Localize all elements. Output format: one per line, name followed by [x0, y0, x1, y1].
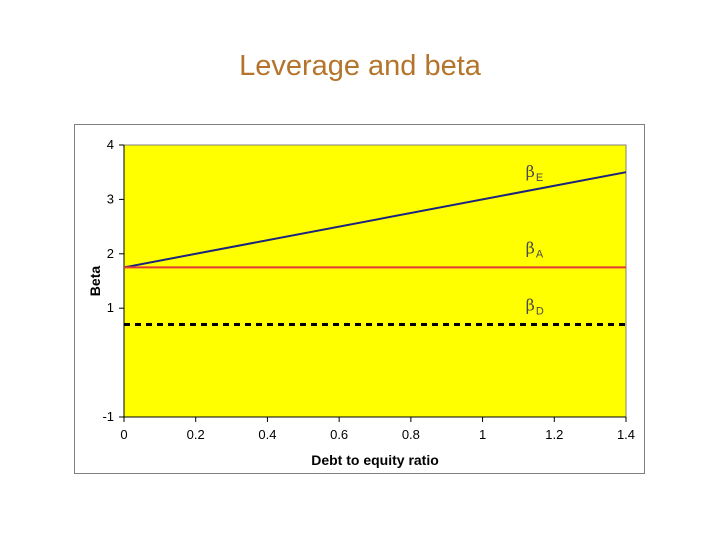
series-label-subscript: D [536, 306, 544, 318]
x-tick-label: 1.2 [545, 427, 563, 442]
slide-title: Leverage and beta [239, 50, 481, 82]
y-tick-label: 2 [107, 246, 114, 261]
x-tick-label: 0.8 [402, 427, 420, 442]
y-tick-label: -1 [102, 409, 114, 424]
series-lines [123, 171, 627, 327]
x-axis-title: Debt to equity ratio [311, 452, 439, 468]
series-line-beta-e [123, 171, 627, 269]
y-tick-label: 1 [107, 300, 114, 315]
x-tick-label: 0.6 [330, 427, 348, 442]
x-tick-label: 1 [479, 427, 486, 442]
chart-frame: -1 1 2 3 4 0 0.2 0.4 0.6 0.8 1 1.2 1.4 βE βA βD Debt … [74, 124, 645, 474]
y-axis-title: Beta [87, 266, 103, 297]
series-label-subscript: A [536, 248, 544, 260]
y-axis-ticks: -1 1 2 3 4 [102, 137, 124, 424]
plot-area [123, 144, 627, 418]
x-axis-ticks: 0 0.2 0.4 0.6 0.8 1 1.2 1.4 [120, 417, 635, 442]
x-tick-label: 0.2 [187, 427, 205, 442]
y-tick-label: 3 [107, 191, 114, 206]
y-tick-label: 4 [107, 137, 114, 152]
series-label-subscript: E [536, 172, 543, 184]
x-tick-label: 1.4 [617, 427, 635, 442]
x-tick-label: 0.4 [258, 427, 276, 442]
x-tick-label: 0 [120, 427, 127, 442]
